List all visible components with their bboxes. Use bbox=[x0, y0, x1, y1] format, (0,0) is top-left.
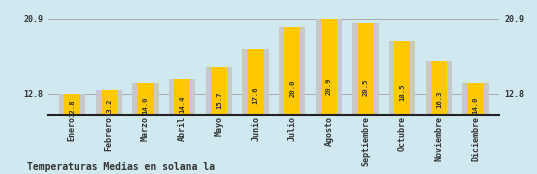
Bar bbox=[64, 94, 81, 115]
Text: 15.7: 15.7 bbox=[216, 92, 222, 109]
Bar bbox=[462, 83, 489, 115]
Bar bbox=[467, 83, 484, 115]
Bar bbox=[100, 90, 117, 115]
Bar bbox=[316, 19, 342, 115]
Bar bbox=[426, 61, 452, 115]
Text: 20.5: 20.5 bbox=[362, 78, 368, 96]
Bar bbox=[357, 23, 374, 115]
Bar bbox=[394, 41, 410, 115]
Bar bbox=[352, 23, 379, 115]
Bar bbox=[137, 83, 154, 115]
Text: 13.2: 13.2 bbox=[106, 99, 112, 116]
Bar bbox=[59, 94, 85, 115]
Text: 14.0: 14.0 bbox=[473, 96, 478, 114]
Text: 17.6: 17.6 bbox=[252, 86, 258, 104]
Bar bbox=[321, 19, 337, 115]
Bar bbox=[169, 79, 195, 115]
Bar bbox=[284, 27, 301, 115]
Text: Temperaturas Medias en solana la: Temperaturas Medias en solana la bbox=[27, 162, 215, 172]
Bar bbox=[389, 41, 416, 115]
Bar bbox=[247, 49, 264, 115]
Text: 12.8: 12.8 bbox=[69, 100, 75, 117]
Text: 14.0: 14.0 bbox=[142, 96, 149, 114]
Bar bbox=[211, 67, 227, 115]
Bar bbox=[96, 90, 122, 115]
Bar bbox=[242, 49, 268, 115]
Text: 18.5: 18.5 bbox=[399, 84, 405, 101]
Bar bbox=[279, 27, 306, 115]
Text: 14.4: 14.4 bbox=[179, 95, 185, 113]
Bar bbox=[206, 67, 232, 115]
Text: 16.3: 16.3 bbox=[436, 90, 442, 108]
Bar bbox=[431, 61, 447, 115]
Bar bbox=[174, 79, 191, 115]
Text: 20.9: 20.9 bbox=[326, 77, 332, 95]
Text: 20.0: 20.0 bbox=[289, 80, 295, 97]
Bar bbox=[132, 83, 159, 115]
